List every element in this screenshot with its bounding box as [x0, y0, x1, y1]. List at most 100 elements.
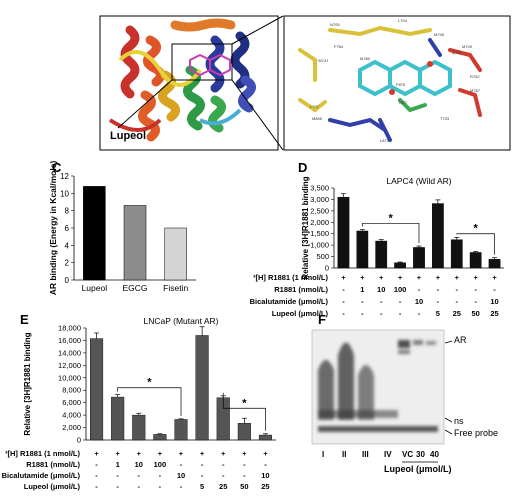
chart-e-ytick-label: 14,000: [58, 348, 81, 357]
chart-d-condition-cell: 100: [394, 285, 407, 294]
residue-label: F876: [396, 82, 406, 87]
residue-label: L873: [380, 138, 390, 143]
residue-label: M895: [312, 116, 323, 121]
chart-d-condition-cell: -: [474, 285, 477, 294]
residue-label: M745: [434, 32, 445, 37]
chart-e-ylabel: Relative [3H]R1881 binding: [23, 332, 32, 435]
residue-label: N705: [330, 22, 340, 27]
chart-d-ytick-label: 2,500: [310, 206, 329, 215]
chart-d-condition-cell: +: [455, 273, 460, 282]
chart-c-category-label: Lupeol: [82, 283, 108, 293]
chart-e-condition-cell: -: [116, 471, 119, 480]
chart-d-condition-cell: 10: [490, 297, 498, 306]
chart-d-condition-cell: 25: [490, 309, 498, 318]
panel-e-letter: E: [20, 312, 29, 327]
chart-e-condition-cell: 50: [240, 482, 248, 491]
chart-d-condition-cell: -: [437, 285, 440, 294]
chart-d-ytick-label: 3,000: [310, 195, 329, 204]
chart-e-condition-cell: 5: [200, 482, 204, 491]
chart-e-ytick-label: 4,000: [62, 411, 81, 420]
chart-d-condition-cell: -: [342, 309, 345, 318]
chart-e-condition-cell: -: [95, 471, 98, 480]
gel-lupeol-label: Lupeol (μmol/L): [384, 464, 452, 474]
chart-e-condition-label: ³[H] R1881 (1 nmol/L): [5, 449, 81, 458]
chart-d-condition-cell: +: [436, 273, 441, 282]
chart-e-condition-cell: -: [243, 471, 246, 480]
chart-e-condition-cell: -: [159, 482, 162, 491]
chart-e-condition-cell: -: [138, 482, 141, 491]
residue-label: T703: [440, 116, 450, 121]
chart-e-condition-cell: 100: [154, 460, 167, 469]
gel-lane-label: VC: [402, 450, 414, 459]
chart-e-condition-cell: +: [200, 449, 205, 458]
chart-e-condition-cell: 1: [116, 460, 120, 469]
chart-c-ylabel: AR binding (Energy in Kcal/mole): [48, 161, 58, 296]
residue-label: M780: [360, 56, 371, 61]
chart-d-ytick-label: 2,000: [310, 218, 329, 227]
chart-d-ytick-label: 0: [325, 264, 329, 273]
chart-d-condition-label: Lupeol (μmol/L): [272, 309, 329, 318]
chart-d-condition-label: Bicalutamide (μmol/L): [250, 297, 329, 306]
gel-lane-label: II: [342, 450, 347, 459]
chart-e-condition-cell: -: [222, 460, 225, 469]
chart-d-sig-marker: *: [389, 212, 394, 224]
chart-d-ytick-label: 1,500: [310, 229, 329, 238]
gel-label-free-probe: Free probe: [454, 428, 499, 438]
chart-d-condition-cell: -: [361, 297, 364, 306]
chart-e-ytick-label: 18,000: [58, 324, 81, 333]
chart-e-condition-cell: 25: [219, 482, 227, 491]
chart-d-sig-marker: *: [474, 223, 479, 235]
chart-c-ytick-label: 4: [65, 241, 70, 250]
chart-e-condition-cell: +: [94, 449, 99, 458]
chart-e-condition-label: R1881 (nmol/L): [26, 460, 80, 469]
residue-label: M787: [470, 88, 481, 93]
chart-d-title: LAPC4 (Wild AR): [386, 176, 451, 186]
chart-e-condition-cell: -: [159, 471, 162, 480]
chart-d-condition-cell: -: [456, 297, 459, 306]
chart-c-bar: [83, 186, 106, 281]
residue-label: T877: [398, 100, 408, 105]
chart-e-sig-marker: *: [147, 377, 152, 389]
residue-label: W741: [318, 58, 329, 63]
gel-lane-label: 40: [430, 450, 439, 459]
gel-lane-label: I: [322, 450, 325, 459]
residue-label: L707: [310, 104, 320, 109]
chart-d-condition-cell: -: [380, 297, 383, 306]
chart-e-condition-cell: -: [201, 460, 204, 469]
chart-d-condition-cell: -: [418, 285, 421, 294]
chart-e-condition-cell: 10: [261, 471, 269, 480]
chart-e-condition-cell: -: [201, 471, 204, 480]
chart-d-condition-cell: 1: [360, 285, 364, 294]
chart-e-ytick-label: 6,000: [62, 398, 81, 407]
chart-d-condition-cell: -: [399, 297, 402, 306]
chart-d-condition-cell: 50: [471, 309, 479, 318]
chart-e-ytick-label: 2,000: [62, 423, 81, 432]
chart-c-ytick-label: 8: [65, 207, 70, 216]
chart-e-condition-cell: +: [242, 449, 247, 458]
panel-f-letter: F: [318, 312, 326, 327]
chart-e-condition-cell: -: [138, 471, 141, 480]
gel-lane-label: III: [362, 450, 369, 459]
chart-e-condition-cell: +: [137, 449, 142, 458]
chart-d-condition-cell: -: [399, 309, 402, 318]
chart-c-ytick-label: 10: [60, 189, 69, 198]
chart-d-condition-cell: +: [473, 273, 478, 282]
residue-label: M749: [462, 44, 473, 49]
chart-e-condition-cell: +: [263, 449, 268, 458]
chart-e-condition-cell: -: [180, 482, 183, 491]
chart-c-ytick-label: 12: [60, 172, 69, 181]
chart-e-sig-bracket: [222, 392, 266, 431]
residue-label: R752: [470, 74, 480, 79]
chart-e-condition-cell: -: [243, 460, 246, 469]
chart-d-condition-cell: -: [380, 309, 383, 318]
chart-d-condition-cell: -: [437, 297, 440, 306]
chart-d-sig-bracket: [456, 233, 495, 255]
chart-e-condition-cell: -: [95, 460, 98, 469]
chart-e-condition-cell: 10: [135, 460, 143, 469]
chart-d-condition-cell: +: [360, 273, 365, 282]
chart-c-bar: [164, 227, 187, 281]
gel-label-ns: ns: [454, 416, 464, 426]
chart-d-ytick-label: 3,500: [310, 184, 329, 193]
